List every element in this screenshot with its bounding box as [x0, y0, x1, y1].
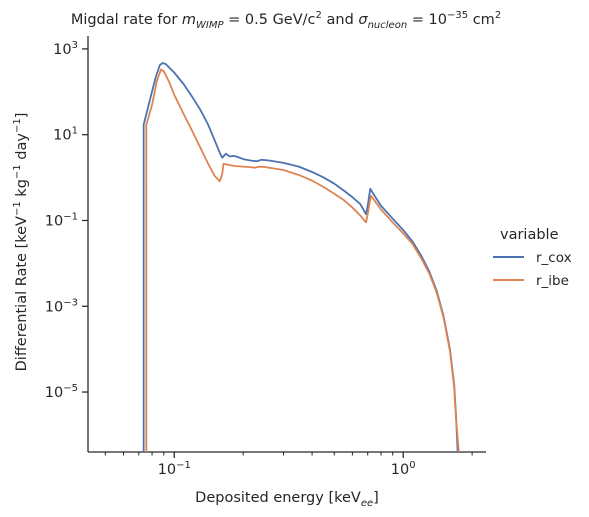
- title-m-value: = 0.5 GeV/c: [224, 12, 316, 28]
- x-label-close: ]: [373, 490, 379, 506]
- y-tick-label: 10−5: [45, 383, 78, 401]
- y-tick-base: 10: [45, 385, 63, 401]
- title-sigma-exponent: −35: [447, 10, 468, 21]
- title-sigma-symbol: σ: [358, 12, 368, 28]
- y-tick-exponent: −3: [63, 297, 78, 308]
- y-tick-label: 10−3: [45, 297, 78, 315]
- legend-label-r-cox: r_cox: [536, 250, 572, 266]
- y-label-exp3: −1: [12, 118, 23, 133]
- x-axis-label: Deposited energy [keVee]: [195, 490, 379, 509]
- y-tick-label: 10−1: [45, 211, 78, 229]
- x-tick-base: 10: [158, 462, 176, 478]
- x-label-text: Deposited energy [keV: [195, 490, 361, 506]
- title-m-exponent: 2: [316, 10, 322, 21]
- legend-title: variable: [500, 227, 559, 243]
- x-tick-label: 10−1: [158, 460, 191, 478]
- chart-title: Migdal rate for mWIMP = 0.5 GeV/c2 and σ…: [71, 10, 501, 31]
- title-m-symbol: m: [182, 12, 196, 28]
- y-tick-exponent: 1: [72, 126, 78, 137]
- y-label-exp1: −1: [12, 201, 23, 216]
- y-tick-label: 103: [53, 40, 78, 58]
- title-sigma-value: = 10: [407, 12, 447, 28]
- title-prefix: Migdal rate for: [71, 12, 182, 28]
- y-tick-exponent: 3: [72, 40, 78, 51]
- y-tick-exponent: −1: [63, 211, 78, 222]
- y-tick-label: 101: [53, 126, 78, 144]
- x-label-subscript: ee: [361, 498, 373, 509]
- legend-label-r-ibe: r_ibe: [536, 273, 569, 289]
- legend: variable r_cox r_ibe: [493, 227, 572, 289]
- y-label-part2: kg: [14, 179, 30, 201]
- title-sigma-subscript: nucleon: [368, 20, 408, 31]
- y-axis-label: Differential Rate [keV−1 kg−1 day−1]: [12, 113, 30, 372]
- series-line-r-cox: [142, 62, 459, 452]
- x-ticks: 10−1 100: [104, 452, 473, 478]
- y-tick-base: 10: [45, 213, 63, 229]
- y-tick-base: 10: [53, 128, 71, 144]
- x-tick-base: 10: [391, 462, 409, 478]
- y-label-part3: day: [14, 133, 30, 165]
- title-and: and: [322, 12, 359, 28]
- x-tick-exponent: 0: [409, 460, 415, 471]
- title-sigma-unit: cm: [468, 12, 495, 28]
- x-tick-exponent: −1: [176, 460, 191, 471]
- y-label-exp2: −1: [12, 164, 23, 179]
- y-tick-base: 10: [53, 42, 71, 58]
- title-sigma-unit-exponent: 2: [495, 10, 501, 21]
- y-label-part1: Differential Rate [keV: [14, 216, 30, 371]
- y-label-part4: ]: [14, 113, 30, 119]
- title-m-subscript: WIMP: [196, 20, 224, 31]
- series-line-r-ibe: [145, 68, 460, 452]
- y-tick-base: 10: [45, 299, 63, 315]
- y-tick-exponent: −5: [63, 383, 78, 394]
- series-layer: [142, 62, 460, 452]
- x-tick-label: 100: [391, 460, 416, 478]
